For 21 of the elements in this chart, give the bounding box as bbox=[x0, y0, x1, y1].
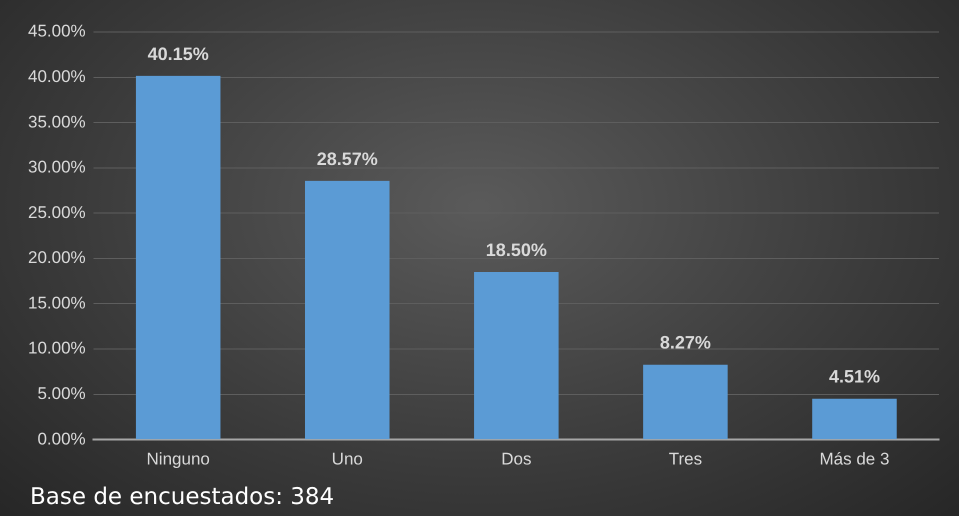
y-tick-label: 20.00% bbox=[28, 248, 86, 268]
y-tick-label: 40.00% bbox=[28, 66, 86, 86]
data-label: 4.51% bbox=[828, 366, 880, 387]
y-tick-label: 45.00% bbox=[28, 22, 86, 41]
x-tick-label: Dos bbox=[501, 449, 532, 468]
y-tick-label: 30.00% bbox=[28, 158, 86, 177]
x-tick-label: Tres bbox=[668, 449, 702, 468]
x-tick-label: Más de 3 bbox=[819, 449, 890, 468]
y-tick-label: 35.00% bbox=[28, 112, 86, 132]
data-label: 8.27% bbox=[660, 332, 711, 353]
data-label: 18.50% bbox=[486, 240, 547, 260]
data-label: 28.57% bbox=[316, 148, 378, 169]
y-tick-label: 0.00% bbox=[37, 429, 86, 448]
x-tick-label: Uno bbox=[332, 449, 363, 468]
y-tick-label: 10.00% bbox=[28, 338, 86, 358]
y-tick-label: 25.00% bbox=[28, 202, 86, 222]
y-tick-label: 15.00% bbox=[28, 293, 86, 312]
x-tick-label: Ninguno bbox=[146, 449, 210, 468]
text: Base de encuestados: 384 bbox=[30, 484, 334, 510]
data-label: 40.15% bbox=[148, 44, 209, 64]
y-tick-label: 5.00% bbox=[37, 384, 86, 403]
